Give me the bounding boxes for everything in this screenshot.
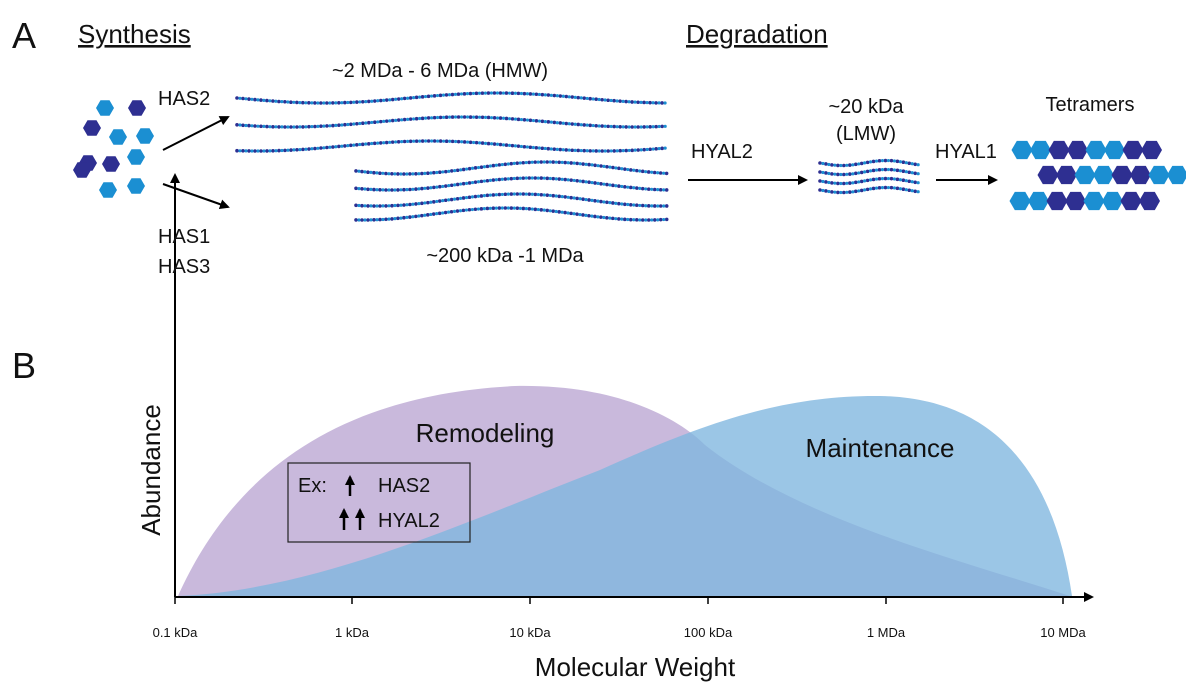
example-line: HYAL2 xyxy=(378,510,440,532)
hexagon xyxy=(1167,166,1186,184)
hexagon xyxy=(1065,192,1086,210)
hexagon xyxy=(1084,192,1105,210)
y-axis-label: Abundance xyxy=(136,404,166,536)
arrow xyxy=(163,117,228,150)
hexagon xyxy=(102,156,120,172)
hexagon xyxy=(1030,141,1051,159)
hexagon xyxy=(1086,141,1107,159)
hexagon xyxy=(1010,192,1031,210)
figure: B Abundance Molecular Weight Remodeling … xyxy=(0,0,1186,686)
hexagon xyxy=(1112,166,1133,184)
hexagon xyxy=(1056,166,1077,184)
hexagon xyxy=(1139,192,1160,210)
hexagon xyxy=(136,128,154,144)
hexagon xyxy=(127,178,145,194)
x-tick-label: 1 kDa xyxy=(335,625,370,640)
x-tick-label: 1 MDa xyxy=(867,625,906,640)
panel-label: A xyxy=(12,15,36,56)
x-tick-label: 100 kDa xyxy=(684,625,733,640)
heading: Degradation xyxy=(686,19,828,49)
hexagon xyxy=(1075,166,1096,184)
hexagon xyxy=(96,100,114,116)
hexagon xyxy=(99,182,117,198)
hexagon xyxy=(109,129,127,145)
hyaluronan-chain xyxy=(237,117,666,127)
panel-a: A Synthesis Degradation HAS2 HAS1 HAS3 H… xyxy=(12,15,1186,278)
enzyme-label: HYAL2 xyxy=(691,141,753,163)
hexagon xyxy=(1102,192,1123,210)
x-axis-label: Molecular Weight xyxy=(535,652,736,682)
x-tick-label: 0.1 kDa xyxy=(153,625,199,640)
hyaluronan-chain xyxy=(237,93,666,103)
hexagon xyxy=(1047,192,1068,210)
hexagon xyxy=(1067,141,1088,159)
hexagon xyxy=(1104,141,1125,159)
region-label: Maintenance xyxy=(806,433,955,463)
size-label: ~20 kDa xyxy=(828,96,904,118)
hexagon xyxy=(1141,141,1162,159)
hexagon xyxy=(1123,141,1144,159)
size-label: (LMW) xyxy=(836,123,896,145)
x-tick-label: 10 kDa xyxy=(509,625,551,640)
x-tick-label: 10 MDa xyxy=(1040,625,1086,640)
size-label: ~2 MDa - 6 MDa (HMW) xyxy=(332,60,548,82)
enzyme-label: HYAL1 xyxy=(935,141,997,163)
hexagon xyxy=(83,120,101,136)
hexagon xyxy=(128,100,146,116)
size-label: ~200 kDa -1 MDa xyxy=(426,245,584,267)
arrow xyxy=(163,184,228,207)
enzyme-label: HAS1 xyxy=(158,226,210,248)
region-label: Remodeling xyxy=(416,418,555,448)
heading: Synthesis xyxy=(78,19,191,49)
hexagon xyxy=(1130,166,1151,184)
panel-label: B xyxy=(12,345,36,386)
enzyme-label: HAS2 xyxy=(158,88,210,110)
hexagon xyxy=(1121,192,1142,210)
hexagon xyxy=(1038,166,1059,184)
example-prefix: Ex: xyxy=(298,475,327,497)
hexagon xyxy=(1093,166,1114,184)
hexagon xyxy=(1149,166,1170,184)
enzyme-label: HAS3 xyxy=(158,256,210,278)
hexagon xyxy=(127,149,145,165)
hyaluronan-chain xyxy=(356,178,668,190)
size-label: Tetramers xyxy=(1046,94,1135,116)
hexagon xyxy=(1012,141,1033,159)
hexagon xyxy=(1049,141,1070,159)
hexagon xyxy=(1028,192,1049,210)
example-line: HAS2 xyxy=(378,475,430,497)
